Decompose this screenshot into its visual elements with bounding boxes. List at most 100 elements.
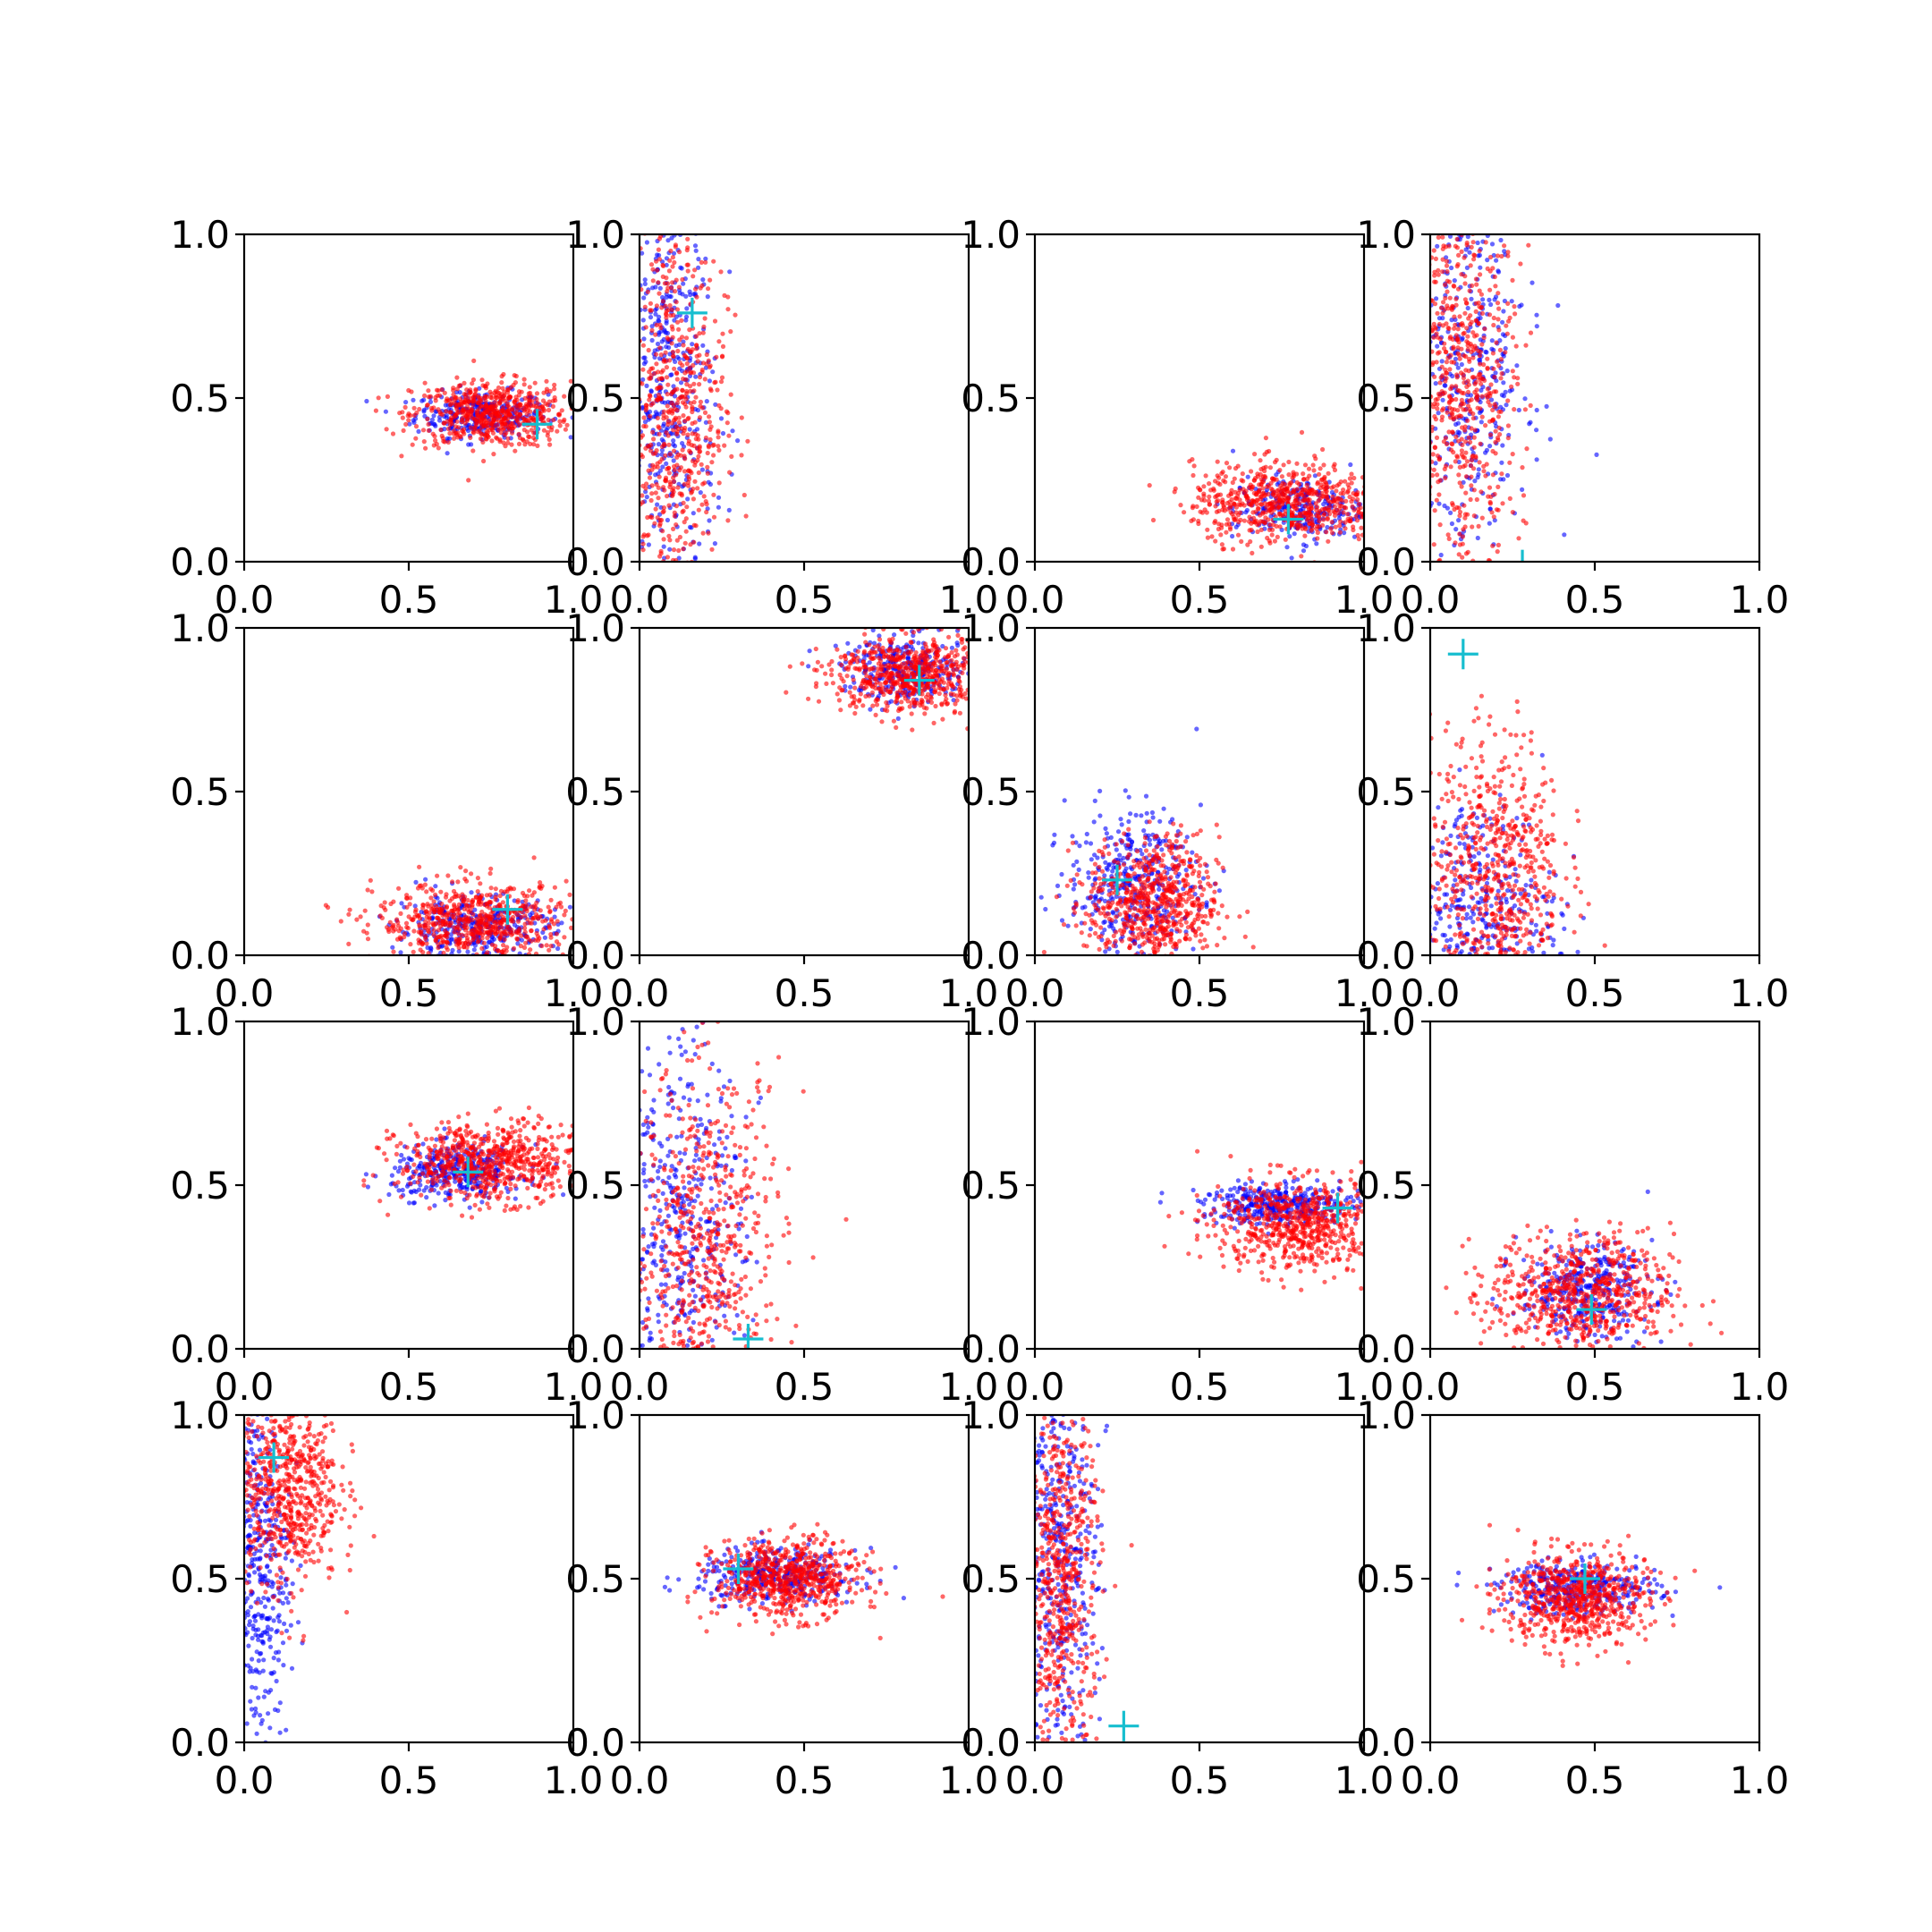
red-point bbox=[1182, 510, 1187, 515]
red-point bbox=[676, 284, 682, 290]
red-point bbox=[640, 547, 646, 553]
red-point bbox=[671, 448, 677, 453]
red-point bbox=[527, 385, 532, 390]
blue-point bbox=[409, 966, 413, 970]
x-tick-label: 0.0 bbox=[215, 578, 275, 622]
red-point bbox=[674, 400, 681, 405]
red-point bbox=[1472, 204, 1477, 208]
y-tick-label: 0.0 bbox=[565, 540, 625, 584]
red-point bbox=[1468, 220, 1472, 225]
red-point bbox=[1491, 315, 1496, 321]
red-point bbox=[491, 960, 496, 964]
red-point bbox=[1462, 274, 1468, 279]
points-group bbox=[1147, 429, 1401, 562]
red-point bbox=[504, 889, 510, 894]
red-point bbox=[697, 375, 703, 380]
red-point bbox=[557, 900, 564, 906]
red-point bbox=[1436, 321, 1442, 327]
red-point bbox=[653, 352, 659, 357]
red-point bbox=[1463, 450, 1469, 455]
blue-point bbox=[615, 448, 620, 453]
red-point bbox=[1313, 501, 1318, 506]
red-point bbox=[655, 461, 660, 466]
red-point bbox=[465, 965, 470, 970]
red-point bbox=[1254, 497, 1259, 503]
red-point bbox=[1294, 461, 1300, 466]
red-point bbox=[708, 386, 714, 392]
red-point bbox=[1408, 480, 1412, 485]
blue-point bbox=[621, 264, 625, 268]
red-point bbox=[668, 563, 673, 567]
red-point bbox=[681, 547, 686, 552]
red-point bbox=[676, 326, 682, 332]
red-point bbox=[1449, 227, 1453, 232]
red-point bbox=[1239, 538, 1244, 545]
red-point bbox=[640, 452, 644, 458]
red-point bbox=[674, 640, 678, 645]
blue-point bbox=[1466, 590, 1470, 595]
red-series bbox=[373, 358, 573, 483]
red-point bbox=[523, 940, 529, 945]
red-point bbox=[515, 406, 521, 411]
red-point bbox=[1345, 516, 1351, 521]
blue-point bbox=[1504, 472, 1511, 479]
blue-point bbox=[657, 165, 662, 169]
red-point bbox=[547, 925, 553, 930]
red-point bbox=[649, 491, 655, 496]
red-point bbox=[1495, 202, 1499, 207]
red-point bbox=[655, 415, 660, 420]
red-point bbox=[687, 448, 692, 453]
red-point bbox=[1474, 601, 1479, 606]
red-point bbox=[1484, 393, 1489, 398]
red-point bbox=[663, 303, 668, 309]
red-point bbox=[623, 354, 628, 359]
red-point bbox=[688, 542, 693, 547]
red-point bbox=[623, 368, 627, 372]
blue-point bbox=[1487, 506, 1493, 512]
red-point bbox=[484, 956, 488, 961]
red-point bbox=[1281, 497, 1286, 504]
red-point bbox=[1276, 496, 1283, 502]
red-point bbox=[1463, 200, 1468, 205]
red-point bbox=[623, 296, 628, 301]
blue-point bbox=[1473, 570, 1478, 574]
blue-point bbox=[1477, 581, 1481, 586]
red-point bbox=[437, 410, 443, 415]
blue-point bbox=[703, 365, 709, 370]
red-point bbox=[1432, 269, 1437, 275]
red-point bbox=[1255, 529, 1260, 535]
red-point bbox=[1207, 494, 1212, 500]
blue-point bbox=[640, 143, 645, 148]
red-point bbox=[1249, 485, 1255, 490]
blue-point bbox=[634, 380, 639, 385]
red-point bbox=[1471, 257, 1477, 262]
red-point bbox=[700, 360, 707, 366]
red-point bbox=[431, 928, 436, 933]
red-point bbox=[649, 919, 654, 923]
red-point bbox=[1481, 190, 1486, 194]
red-point bbox=[1457, 513, 1462, 519]
red-point bbox=[540, 415, 547, 420]
red-point bbox=[1199, 497, 1205, 503]
blue-point bbox=[1496, 192, 1500, 197]
red-point bbox=[1445, 532, 1451, 538]
blue-point bbox=[1436, 411, 1441, 416]
blue-point bbox=[704, 399, 709, 404]
red-point bbox=[650, 278, 656, 284]
red-point bbox=[538, 880, 543, 886]
blue-point bbox=[1377, 517, 1382, 521]
red-point bbox=[544, 389, 550, 394]
blue-point bbox=[1407, 283, 1411, 287]
blue-point bbox=[1467, 158, 1471, 163]
red-point bbox=[398, 926, 403, 931]
red-point bbox=[693, 580, 698, 584]
red-point bbox=[1523, 343, 1529, 348]
red-point bbox=[1396, 484, 1401, 488]
red-point bbox=[702, 377, 708, 382]
red-point bbox=[678, 663, 682, 667]
blue-point bbox=[677, 366, 682, 371]
red-point bbox=[1490, 407, 1496, 412]
red-point bbox=[653, 490, 658, 496]
red-point bbox=[666, 533, 672, 539]
red-point bbox=[487, 870, 493, 877]
